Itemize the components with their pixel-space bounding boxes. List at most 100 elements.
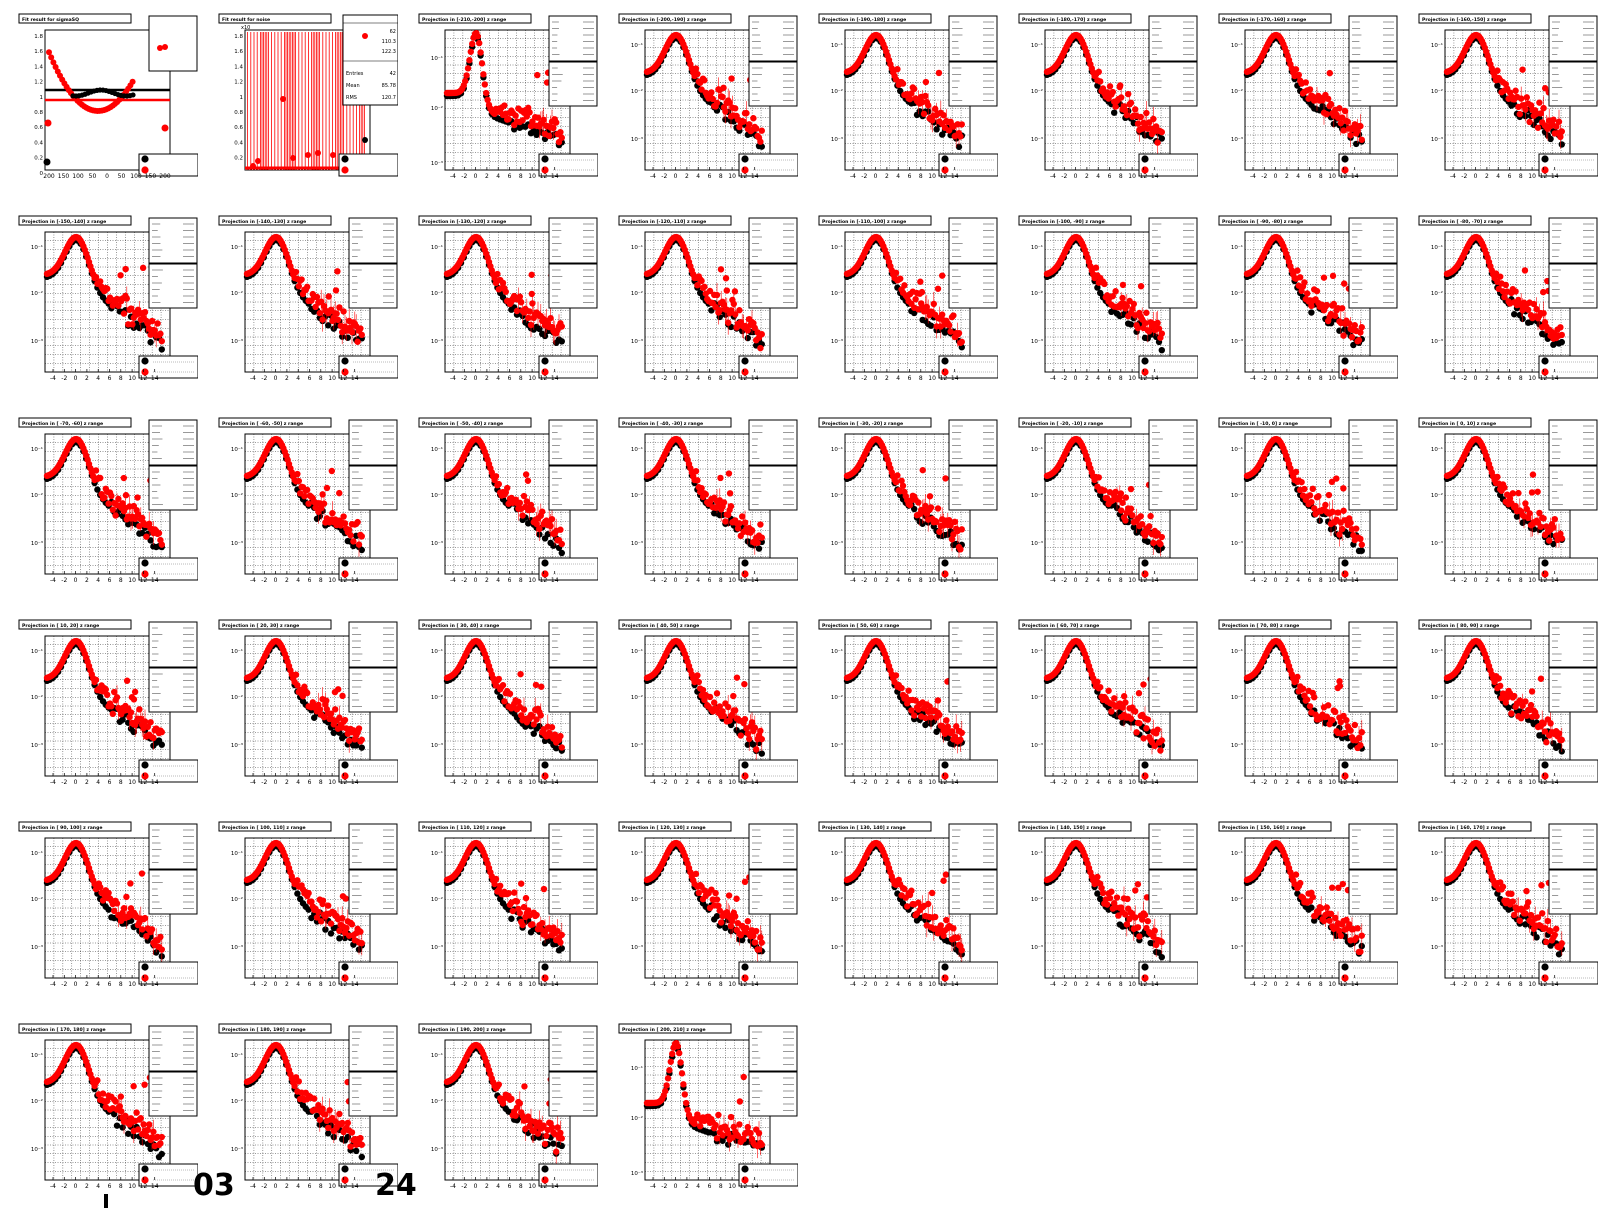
x-tick-label: -4 [450,577,456,584]
data-point-red [1119,281,1127,289]
data-point-red [1347,519,1354,527]
data-point-red [1329,508,1336,516]
panel-title: Projection in [ -50, -40] z range [422,421,503,427]
x-tick-label: 10 [528,577,536,584]
x-tick-label: 200 [159,173,171,180]
title-box [18,13,132,24]
data-point-red [1308,302,1315,310]
data-point-red [758,331,765,338]
data-point-red [516,293,523,300]
panel-title: Projection in [ -30, -20] z range [822,421,903,427]
data-point-red [330,152,336,158]
data-point-black [911,505,918,513]
title-box [218,215,332,226]
data-point-red [139,514,146,522]
data-point-red [463,72,470,79]
data-point-red [318,505,325,512]
data-point-red [158,337,165,345]
x-tick-label: -4 [850,173,856,180]
chart-svg: Projection in [-200,-190] z range -4 -2 0 2 4… [618,13,798,180]
data-point-red [1512,87,1519,94]
data-point-red [320,500,328,507]
data-point-red [754,539,761,546]
stats-box [548,263,598,309]
x-tick-label: 10 [528,375,536,382]
title-box [1418,13,1532,24]
data-point-red [1109,292,1116,300]
data-point-red [1143,109,1150,117]
stats-box [748,465,798,511]
x-tick-label: 0 [874,173,878,180]
data-point-red [1129,512,1136,519]
x-tick-label: 14 [551,173,559,180]
data-point-red [504,484,511,492]
stats-box [1548,61,1598,107]
data-point-red [1541,85,1549,92]
chart-svg: Projection in [-140,-130] z range -4 -2 0 2 4… [218,215,398,382]
x-tick-label: 14 [151,375,159,382]
data-point-red [1494,67,1501,74]
y-tick-label: 10⁻² [631,492,643,499]
x-tick-label: 4 [1296,375,1300,382]
data-point-red [1154,530,1161,537]
panel-title: Projection in [-120,-110] z range [622,219,706,225]
data-point-red [1550,116,1557,123]
data-point-red [1358,541,1365,548]
data-point-red [1534,124,1542,131]
data-point-red [120,474,128,482]
data-point-red [117,272,124,279]
data-point-black [1547,135,1554,143]
y-tick-label: 10⁻² [1231,88,1243,95]
data-point-red [524,477,532,484]
data-point-red [1309,485,1316,493]
data-point-red [702,491,709,498]
data-point-red [1127,485,1135,493]
chart-panel: Projection in [-170,-160] z range -4 -2 0 2 4… [1213,13,1398,198]
data-point-red [1334,509,1342,516]
data-point-red [706,287,714,295]
x-tick-label: 6 [1108,375,1112,382]
title-box [218,13,332,24]
data-point-red [701,77,708,84]
x-tick-label: 10 [1128,173,1136,180]
data-point-black [933,126,940,133]
data-point-red [958,526,965,533]
x-tick-label: 12 [1140,577,1148,584]
x-tick-label: 4 [1096,577,1100,584]
x-tick-label: 10 [928,173,936,180]
y-tick-label: 1.2 [234,80,243,86]
x-tick-label: 2 [1085,375,1089,382]
data-point-red [519,512,526,519]
data-point-red [1116,82,1124,89]
x-tick-label: 0 [1274,577,1278,584]
data-point-red [912,295,919,303]
y-tick-label: 1 [240,95,244,101]
data-point-red [732,311,739,318]
data-point-red [340,513,347,520]
data-point-red [304,486,311,494]
chart-panel: Projection in [ -10, 0] z range -4 -2 0 2 4 6 8… [1213,417,1398,602]
stats-box [948,15,998,62]
x-tick-label: 2 [285,577,289,584]
axis-multiplier: x10 [241,25,250,31]
data-point-red [134,494,141,501]
x-tick-label: 8 [719,375,723,382]
x-tick-label: 10 [1328,375,1336,382]
data-point-red [736,307,743,314]
data-point-red [1112,103,1119,110]
data-point-red [1101,280,1108,288]
x-tick-label: -4 [250,577,256,584]
panel-title: Projection in [ -60, -50] z range [222,421,303,427]
x-tick-label: -2 [861,375,867,382]
data-point-red [120,310,128,317]
x-tick-label: 0 [474,173,478,180]
data-point-red [50,59,57,66]
x-tick-label: 12 [940,173,948,180]
legend-marker-black [541,559,549,567]
y-tick-label: 10⁻² [31,290,43,297]
data-point-red [906,95,914,103]
data-point-red [722,518,729,525]
data-point-red [1155,325,1163,332]
legend-box [938,557,998,581]
data-point-red [701,283,708,290]
